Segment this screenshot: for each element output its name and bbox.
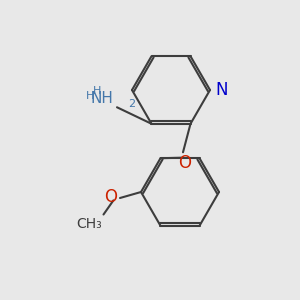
Text: O: O bbox=[105, 188, 118, 206]
Text: CH₃: CH₃ bbox=[76, 217, 102, 231]
Text: NH: NH bbox=[91, 91, 113, 106]
Text: H: H bbox=[86, 91, 94, 101]
Text: H: H bbox=[93, 86, 102, 96]
Text: N: N bbox=[215, 81, 228, 99]
Text: O: O bbox=[178, 154, 191, 172]
Text: 2: 2 bbox=[128, 99, 135, 110]
